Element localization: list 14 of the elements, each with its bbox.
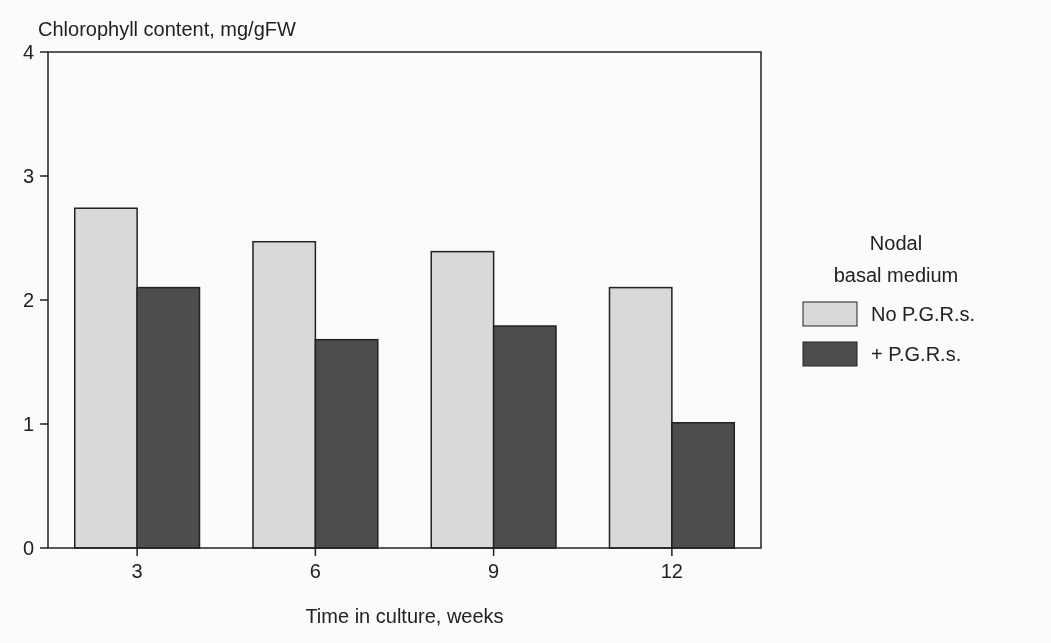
y-tick-label: 3 (22, 165, 34, 187)
x-tick-label: 3 (131, 560, 143, 582)
y-tick-label: 2 (22, 289, 34, 311)
x-tick-label: 9 (488, 560, 500, 582)
y-tick-label: 0 (22, 537, 34, 559)
y-axis-title: Chlorophyll content, mg/gFW (38, 18, 296, 40)
legend-label: No P.G.R.s. (871, 303, 976, 325)
y-tick-label: 1 (22, 413, 34, 435)
y-tick-label: 4 (22, 41, 34, 63)
x-tick-label: 6 (309, 560, 321, 582)
legend-title: Nodal basal medium (833, 232, 959, 286)
x-tick-label: 12 (660, 560, 683, 582)
x-axis-title: Time in culture, weeks (305, 605, 504, 627)
legend-label: + P.G.R.s. (871, 343, 962, 365)
